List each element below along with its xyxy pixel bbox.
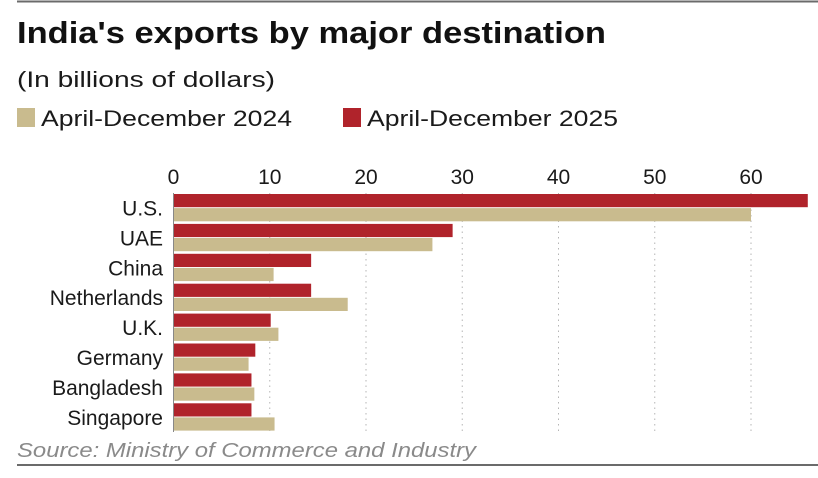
bar-2025 (173, 313, 271, 327)
legend-label-2024: April-December 2024 (41, 106, 292, 131)
legend-label-2025: April-December 2025 (367, 106, 618, 131)
x-tick-label: 30 (451, 166, 474, 189)
bar-2024 (173, 208, 751, 222)
bar-2025 (173, 194, 808, 208)
category-label: Bangladesh (52, 377, 163, 400)
bar-2025 (173, 403, 252, 417)
x-tick-label: 60 (739, 166, 762, 189)
legend: April-December 2024 April-December 2025 (17, 106, 618, 131)
bar-2024 (173, 238, 433, 252)
category-label: Singapore (67, 407, 163, 430)
category-label: U.S. (122, 198, 163, 221)
category-label: China (108, 257, 163, 280)
category-label: U.K. (122, 317, 163, 340)
x-tick-label: 0 (168, 166, 180, 189)
bar-2024 (173, 297, 348, 311)
x-tick-label: 50 (643, 166, 666, 189)
x-tick-label: 40 (547, 166, 570, 189)
x-tick-label: 20 (354, 166, 377, 189)
legend-swatch-2025 (343, 108, 361, 127)
category-label: UAE (120, 227, 163, 250)
bar-2025 (173, 253, 312, 267)
legend-swatch-2024 (17, 108, 35, 127)
bar-2024 (173, 357, 249, 371)
category-label: Germany (77, 347, 164, 370)
bar-2025 (173, 283, 312, 297)
source-note: Source: Ministry of Commerce and Industr… (17, 440, 477, 462)
chart-title: India's exports by major destination (17, 15, 606, 50)
bar-2025 (173, 223, 453, 238)
bar-2024 (173, 417, 275, 431)
category-labels: U.S. UAE China Netherlands U.K. Germany Bangla… (50, 198, 164, 430)
bar-2024 (173, 327, 279, 341)
bar-2024 (173, 387, 255, 401)
bar-2024 (173, 267, 274, 282)
x-tick-label: 10 (258, 166, 281, 189)
category-label: Netherlands (50, 287, 163, 310)
bars (173, 194, 808, 431)
bar-2025 (173, 343, 256, 357)
chart-subtitle: (In billions of dollars) (17, 67, 275, 92)
x-axis-ticks: 0 10 20 30 40 50 60 (168, 166, 763, 189)
bar-2025 (173, 373, 252, 387)
